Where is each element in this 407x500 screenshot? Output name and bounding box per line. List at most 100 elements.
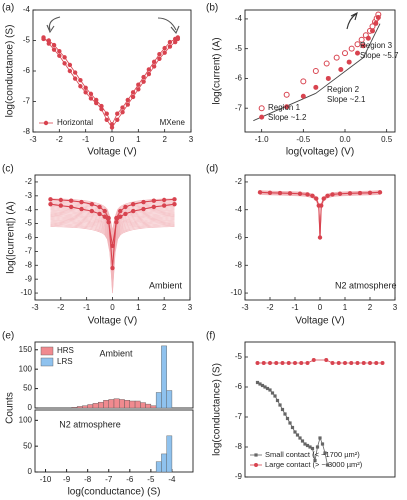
- data-point: [267, 190, 273, 195]
- data-point: [255, 361, 260, 365]
- data-point: [104, 111, 109, 116]
- data-point: [157, 52, 162, 57]
- histogram-bar-hrs-ambient: [145, 403, 152, 409]
- histogram-bar-hrs-ambient: [119, 399, 125, 409]
- legend-label: Small contact (< ~1700 µm²): [265, 450, 360, 459]
- data-point: [115, 117, 120, 123]
- y-tick-label: -5: [25, 219, 33, 228]
- data-point: [275, 398, 280, 403]
- x-axis-label: Voltage (V): [87, 147, 136, 158]
- x-tick-label: -1: [291, 303, 299, 312]
- x-tick-label: -4: [168, 475, 176, 484]
- data-point: [255, 380, 260, 385]
- x-tick-label: 1: [136, 135, 141, 144]
- data-point: [265, 386, 270, 391]
- y-tick-label: -10: [20, 288, 32, 297]
- data-point: [141, 199, 146, 205]
- data-point: [347, 191, 353, 196]
- data-point: [348, 45, 355, 52]
- data-point: [102, 208, 107, 214]
- data-point: [141, 74, 146, 80]
- y-tick-label: 100: [19, 415, 33, 424]
- panel-label: (e): [2, 331, 14, 342]
- data-point: [99, 103, 104, 109]
- annotation-n2: N2 atmosphere: [335, 280, 397, 290]
- data-point: [293, 361, 297, 365]
- data-point: [83, 90, 88, 95]
- x-tick-label: 0: [110, 303, 115, 312]
- x-tick-label: 1: [136, 303, 141, 312]
- data-point: [287, 191, 293, 196]
- data-point: [259, 114, 265, 120]
- x-tick-label: -3: [241, 303, 249, 312]
- y-tick-label: -6: [235, 74, 243, 83]
- y-tick-label: -4: [23, 5, 31, 14]
- plot-frame: [244, 341, 396, 478]
- data-point: [277, 190, 283, 196]
- legend-marker: [43, 120, 49, 126]
- x-tick-label: -1: [82, 135, 90, 144]
- data-point: [285, 416, 290, 421]
- data-point: [118, 208, 123, 214]
- y-tick-label: 150: [19, 345, 33, 354]
- data-point: [97, 204, 102, 210]
- histogram-bar-hrs-ambient: [150, 405, 157, 409]
- data-point: [146, 71, 152, 77]
- data-point: [62, 61, 67, 66]
- direction-arrow: [157, 17, 180, 35]
- x-tick-label: 0.0: [339, 135, 351, 144]
- data-point: [286, 361, 291, 365]
- y-tick-label: -3: [25, 191, 33, 200]
- data-point: [123, 204, 128, 210]
- y-tick-label: -6: [235, 382, 243, 391]
- data-point: [367, 190, 373, 195]
- data-point: [57, 48, 62, 54]
- data-point: [62, 55, 67, 60]
- data-point: [151, 64, 157, 69]
- data-point: [114, 220, 119, 225]
- histogram-bar-hrs-ambient: [71, 407, 78, 409]
- x-tick-label: 2: [368, 303, 373, 312]
- histogram-bar-hrs-ambient: [108, 399, 115, 409]
- panel-b: -1.0 -0.5 0.0 0.5 -7 -6 -5 -4 log(voltage) (V) lo…: [212, 9, 399, 158]
- data-point: [120, 105, 125, 110]
- data-point: [172, 201, 177, 207]
- x-axis-label: Voltage (V): [295, 316, 344, 327]
- data-point: [321, 196, 326, 201]
- data-point: [130, 208, 136, 214]
- histogram-bar-hrs-ambient: [140, 402, 146, 409]
- x-tick-label: -2: [57, 303, 65, 312]
- data-point: [258, 105, 265, 112]
- data-point: [333, 54, 340, 61]
- x-tick-label: -0.5: [296, 135, 310, 144]
- data-point: [257, 190, 263, 195]
- data-point: [162, 45, 167, 51]
- x-axis-label: Voltage (V): [88, 316, 137, 327]
- data-point: [268, 388, 272, 392]
- data-point: [151, 204, 157, 210]
- y-axis-label: log(current) (A): [212, 37, 223, 104]
- data-point: [268, 361, 272, 365]
- data-point: [167, 44, 173, 49]
- data-point: [78, 84, 83, 89]
- plot-frame-bottom: [34, 409, 194, 473]
- legend-marker: [254, 463, 258, 467]
- fit-line: [315, 57, 364, 94]
- legend-marker: [254, 453, 258, 457]
- data-point: [157, 56, 162, 61]
- data-point: [303, 442, 307, 446]
- histogram-bar-lrs-n2: [155, 461, 162, 473]
- x-tick-label: 2: [162, 303, 167, 312]
- data-point: [297, 191, 303, 196]
- legend-swatch: [40, 357, 54, 367]
- data-point: [88, 91, 94, 97]
- data-point: [308, 445, 312, 449]
- data-point: [314, 196, 319, 201]
- data-point: [358, 36, 365, 43]
- data-point: [141, 206, 146, 212]
- data-point: [370, 28, 375, 34]
- data-point: [106, 215, 111, 221]
- histogram-bar-hrs-ambient: [124, 400, 130, 409]
- data-point: [260, 383, 265, 388]
